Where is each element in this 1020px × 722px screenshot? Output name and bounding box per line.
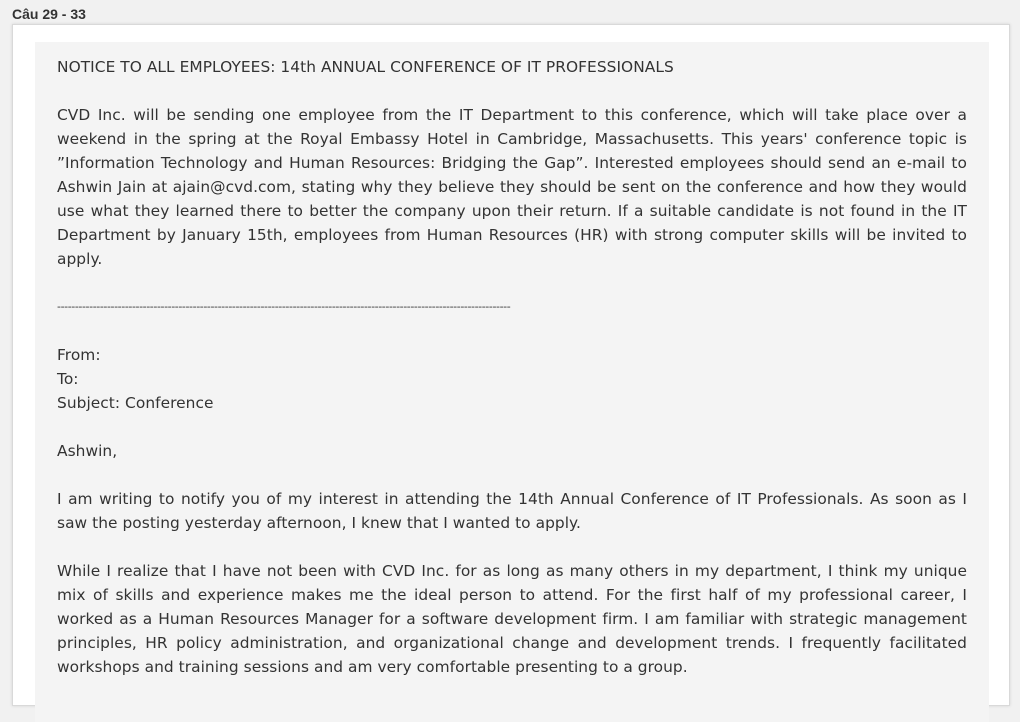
notice-title: NOTICE TO ALL EMPLOYEES: 14th ANNUAL CON… xyxy=(57,58,674,76)
email-greeting: Ashwin, xyxy=(57,442,118,460)
question-range-label: Câu 29 - 33 xyxy=(12,6,86,22)
separator-line: ----------------------------------------… xyxy=(57,300,511,313)
email-paragraph-1: I am writing to notify you of my interes… xyxy=(57,490,967,532)
email-to-label: To: xyxy=(57,370,79,388)
email-paragraph-2: While I realize that I have not been wit… xyxy=(57,562,967,676)
email-subject-label: Subject: Conference xyxy=(57,394,214,412)
email-from-label: From: xyxy=(57,346,101,364)
question-card: NOTICE TO ALL EMPLOYEES: 14th ANNUAL CON… xyxy=(12,24,1010,722)
notice-body: CVD Inc. will be sending one employee fr… xyxy=(57,106,967,268)
reading-passage: NOTICE TO ALL EMPLOYEES: 14th ANNUAL CON… xyxy=(35,42,989,722)
email-header: From: To: Subject: Conference xyxy=(57,343,967,415)
